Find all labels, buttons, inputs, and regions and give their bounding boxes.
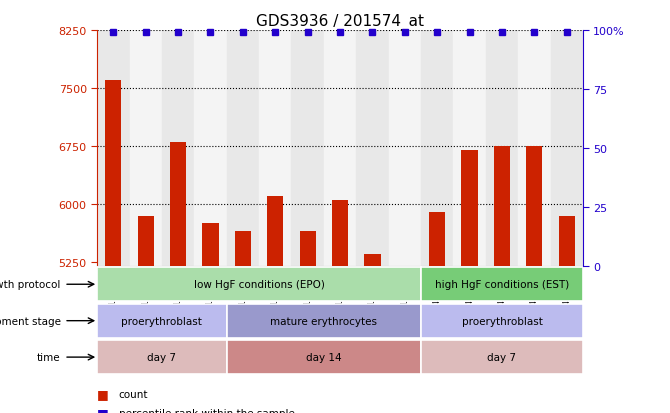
Bar	[462, 151, 478, 266]
Text: day 7: day 7	[147, 352, 176, 362]
Title: GDS3936 / 201574_at: GDS3936 / 201574_at	[256, 14, 424, 30]
Bar	[421, 340, 583, 374]
Bar	[97, 268, 421, 301]
Bar	[486, 31, 518, 266]
Bar	[454, 31, 486, 266]
Text: high HgF conditions (EST): high HgF conditions (EST)	[435, 280, 569, 290]
Bar	[421, 268, 583, 301]
Bar	[389, 31, 421, 266]
Bar	[234, 232, 251, 266]
Text: ■: ■	[97, 406, 109, 413]
Bar	[518, 31, 551, 266]
Bar	[324, 31, 356, 266]
Bar	[299, 232, 316, 266]
Bar	[551, 31, 583, 266]
Text: day 7: day 7	[488, 352, 517, 362]
Text: count: count	[119, 389, 148, 399]
Text: development stage: development stage	[0, 316, 61, 326]
Bar	[364, 255, 381, 266]
Bar	[226, 340, 421, 374]
Text: mature erythrocytes: mature erythrocytes	[270, 316, 377, 326]
Text: day 14: day 14	[306, 352, 342, 362]
Bar	[137, 216, 154, 266]
Bar	[259, 31, 291, 266]
Bar	[202, 224, 218, 266]
Bar	[129, 31, 162, 266]
Text: low HgF conditions (EPO): low HgF conditions (EPO)	[194, 280, 324, 290]
Bar	[291, 31, 324, 266]
Bar	[105, 81, 121, 266]
Text: proerythroblast: proerythroblast	[121, 316, 202, 326]
Bar	[226, 304, 421, 338]
Bar	[162, 31, 194, 266]
Bar	[494, 147, 510, 266]
Text: ■: ■	[97, 387, 109, 401]
Text: proerythroblast: proerythroblast	[462, 316, 543, 326]
Bar	[194, 31, 226, 266]
Bar	[97, 31, 129, 266]
Bar	[170, 143, 186, 266]
Bar	[421, 304, 583, 338]
Bar	[526, 147, 543, 266]
Bar	[356, 31, 389, 266]
Bar	[267, 197, 283, 266]
Bar	[97, 304, 226, 338]
Bar	[559, 216, 575, 266]
Bar	[332, 201, 348, 266]
Bar	[97, 340, 226, 374]
Bar	[429, 212, 446, 266]
Text: time: time	[37, 352, 61, 362]
Bar	[421, 31, 454, 266]
Bar	[226, 31, 259, 266]
Text: percentile rank within the sample: percentile rank within the sample	[119, 408, 294, 413]
Text: growth protocol: growth protocol	[0, 280, 61, 290]
